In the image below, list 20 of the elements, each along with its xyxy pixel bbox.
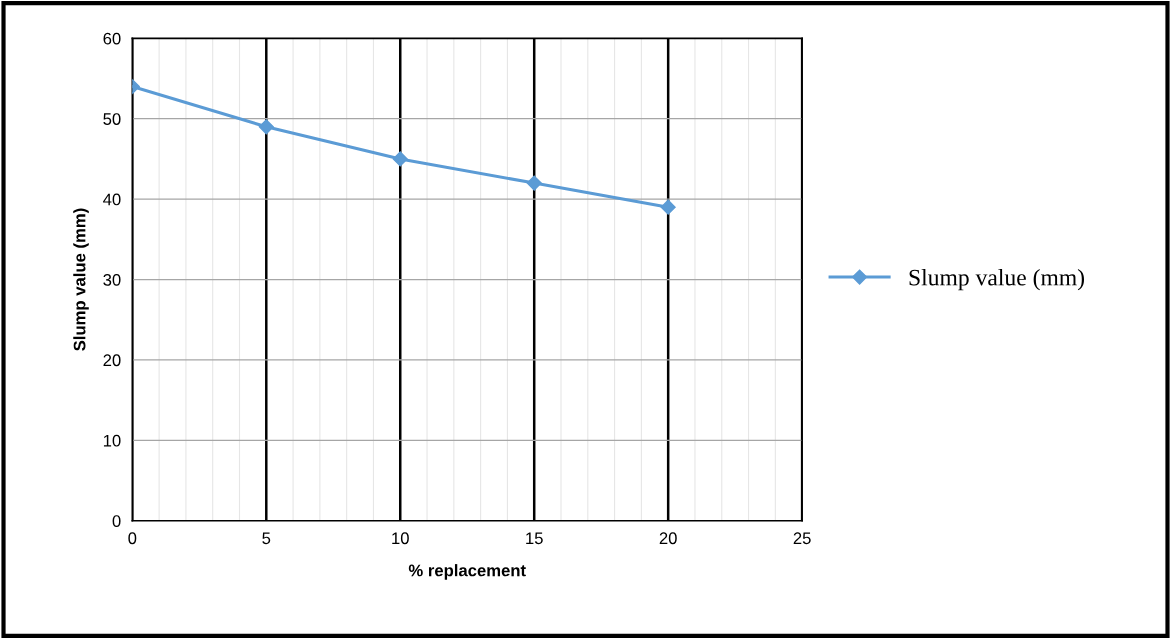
legend-label: Slump value (mm)	[909, 268, 1085, 291]
x-tick-label: 15	[526, 532, 543, 545]
point	[526, 175, 542, 191]
x-tick-label: 5	[262, 532, 271, 545]
y-axis-title: Slump value (mm)	[73, 208, 89, 351]
point	[258, 119, 274, 135]
x-tick-label: 0	[128, 532, 137, 545]
x-tick-label: 20	[659, 532, 677, 545]
y-tick-label: 50	[103, 113, 121, 125]
point	[660, 199, 676, 215]
x-tick-label: 10	[392, 532, 409, 545]
x-axis-title: % replacement	[408, 564, 526, 580]
y-tick-label: 60	[103, 32, 121, 45]
point	[392, 151, 408, 167]
x-tick-label: 25	[793, 532, 811, 545]
y-tick-label: 10	[103, 434, 121, 447]
y-tick-label: 0	[112, 515, 121, 527]
y-tick-label: 30	[103, 273, 121, 286]
y-tick-label: 40	[103, 193, 121, 206]
y-tick-label: 20	[103, 354, 121, 367]
